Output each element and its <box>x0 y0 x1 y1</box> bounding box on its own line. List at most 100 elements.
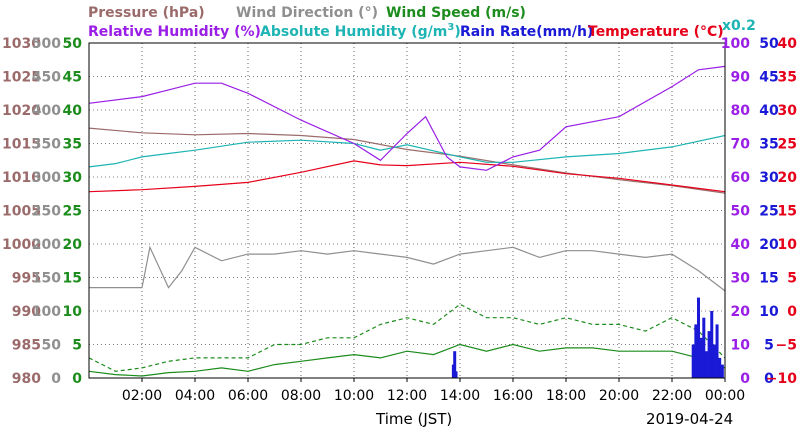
series-pressure-hpa <box>88 127 726 194</box>
y-tick-relative-humidity: 70 <box>731 137 751 153</box>
y-tick-relative-humidity: 10 <box>731 338 751 354</box>
y-tick-temperature: 30 <box>778 103 798 119</box>
y-tick-rain-rate: 35 <box>759 137 778 153</box>
y-tick-wind-speed: 25 <box>63 204 82 220</box>
x-tick-label: 18:00 <box>546 388 586 404</box>
y-tick-wind-direction: 450 <box>32 70 61 86</box>
y-tick-wind-speed: 40 <box>63 103 83 119</box>
rain-bar <box>694 324 698 378</box>
x-tick-label: 14:00 <box>440 388 480 404</box>
y-tick-relative-humidity: 60 <box>731 170 751 186</box>
rain-bar <box>699 337 703 378</box>
header-relative-humidity: Relative Humidity (%) <box>88 24 261 40</box>
y-tick-wind-speed: 10 <box>63 304 83 320</box>
x-tick-label: 20:00 <box>599 388 639 404</box>
rain-bar <box>454 371 458 378</box>
y-axis-ticks: 1030102510201015101010051000995990985980… <box>2 36 797 387</box>
y-tick-rain-rate: 50 <box>759 36 779 52</box>
rain-bar <box>702 317 706 378</box>
y-tick-wind-direction: 400 <box>32 103 61 119</box>
series-wind-speed-gust <box>88 303 726 372</box>
x-tick-label: 00:00 <box>705 388 745 404</box>
y-tick-temperature: 20 <box>778 170 798 186</box>
header-pressure: Pressure (hPa) <box>88 5 205 21</box>
y-tick-wind-speed: 50 <box>63 36 83 52</box>
y-tick-pressure: 985 <box>12 338 41 354</box>
y-tick-wind-direction: 250 <box>32 204 61 220</box>
y-tick-wind-speed: 20 <box>63 237 83 253</box>
y-tick-pressure: 1020 <box>2 103 41 119</box>
y-tick-wind-speed: 30 <box>63 170 83 186</box>
y-tick-pressure: 1010 <box>2 170 41 186</box>
series-absolute-humidity <box>88 134 726 168</box>
header-abs-hum-scale: x0.2 <box>722 18 756 34</box>
y-tick-pressure: 980 <box>12 371 41 387</box>
y-tick-wind-speed: 35 <box>63 137 82 153</box>
y-tick-temperature: −10 <box>766 371 797 387</box>
y-tick-temperature: 5 <box>787 271 797 287</box>
y-tick-temperature: −5 <box>776 338 797 354</box>
header-absolute-humidity: Absolute Humidity (g/m3) <box>260 22 461 40</box>
y-tick-temperature: 35 <box>778 70 797 86</box>
y-tick-relative-humidity: 20 <box>731 304 751 320</box>
y-tick-rain-rate: 25 <box>759 204 778 220</box>
y-tick-relative-humidity: 80 <box>731 103 751 119</box>
y-tick-relative-humidity: 90 <box>731 70 751 86</box>
x-tick-label: 02:00 <box>122 388 162 404</box>
y-tick-rain-rate: 5 <box>764 338 774 354</box>
grid <box>89 43 725 378</box>
y-tick-wind-direction: 200 <box>32 237 61 253</box>
y-tick-relative-humidity: 40 <box>731 237 751 253</box>
y-tick-wind-direction: 100 <box>32 304 61 320</box>
x-tick-label: 16:00 <box>493 388 533 404</box>
rain-bar <box>707 331 711 378</box>
header-absolute-humidity-prefix: Absolute Humidity (g/m <box>260 24 447 40</box>
header-absolute-humidity-sup: 3 <box>447 22 454 33</box>
header-absolute-humidity-suffix: ) <box>454 24 460 40</box>
y-tick-pressure: 1000 <box>2 237 41 253</box>
y-tick-rain-rate: 10 <box>759 304 779 320</box>
rain-bar <box>712 344 716 378</box>
x-tick-label: 06:00 <box>228 388 268 404</box>
series-rain-rate-mm-h <box>451 297 724 378</box>
y-tick-rain-rate: 20 <box>759 237 779 253</box>
x-axis-label: Time (JST) <box>375 410 452 428</box>
y-tick-rain-rate: 40 <box>759 103 779 119</box>
y-tick-temperature: 0 <box>787 304 797 320</box>
header-temperature: Temperature (°C) <box>588 24 724 40</box>
series-wind-speed-m-s <box>88 343 726 377</box>
header-rain-rate: Rain Rate(mm/h) <box>460 24 593 40</box>
rain-bar <box>697 297 700 378</box>
y-tick-pressure: 1005 <box>2 204 41 220</box>
y-tick-temperature: 40 <box>778 36 798 52</box>
series-relative-humidity <box>88 65 726 171</box>
rain-bar <box>453 351 457 378</box>
y-tick-relative-humidity: 50 <box>731 204 751 220</box>
x-axis-ticks: 02:00 04:00 06:00 08:00 10:00 12:00 14:00 16:00… <box>122 378 745 404</box>
rain-bar <box>718 357 722 378</box>
x-tick-label: 12:00 <box>387 388 427 404</box>
series-temperature-c <box>88 160 726 193</box>
x-tick-label: 10:00 <box>334 388 374 404</box>
y-tick-rain-rate: 15 <box>759 271 778 287</box>
y-tick-wind-speed: 5 <box>72 338 82 354</box>
series-wind-direction <box>89 245 726 292</box>
y-tick-rain-rate: 45 <box>759 70 778 86</box>
y-tick-rain-rate: 0 <box>764 371 774 387</box>
rain-bar <box>691 344 695 378</box>
y-tick-wind-direction: 150 <box>32 271 61 287</box>
header-wind-direction: Wind Direction (°) <box>236 5 378 21</box>
rain-bar <box>704 351 708 378</box>
y-tick-temperature: 10 <box>778 237 798 253</box>
y-tick-wind-speed: 0 <box>72 371 82 387</box>
x-tick-label: 08:00 <box>281 388 321 404</box>
rain-bar <box>715 324 719 378</box>
y-tick-wind-direction: 350 <box>32 137 61 153</box>
y-tick-wind-direction: 0 <box>51 371 61 387</box>
header-wind-speed: Wind Speed (m/s) <box>386 5 526 21</box>
rain-bar <box>710 311 714 378</box>
y-tick-wind-direction: 500 <box>32 36 61 52</box>
y-tick-pressure: 990 <box>12 304 41 320</box>
y-tick-relative-humidity: 30 <box>731 271 751 287</box>
